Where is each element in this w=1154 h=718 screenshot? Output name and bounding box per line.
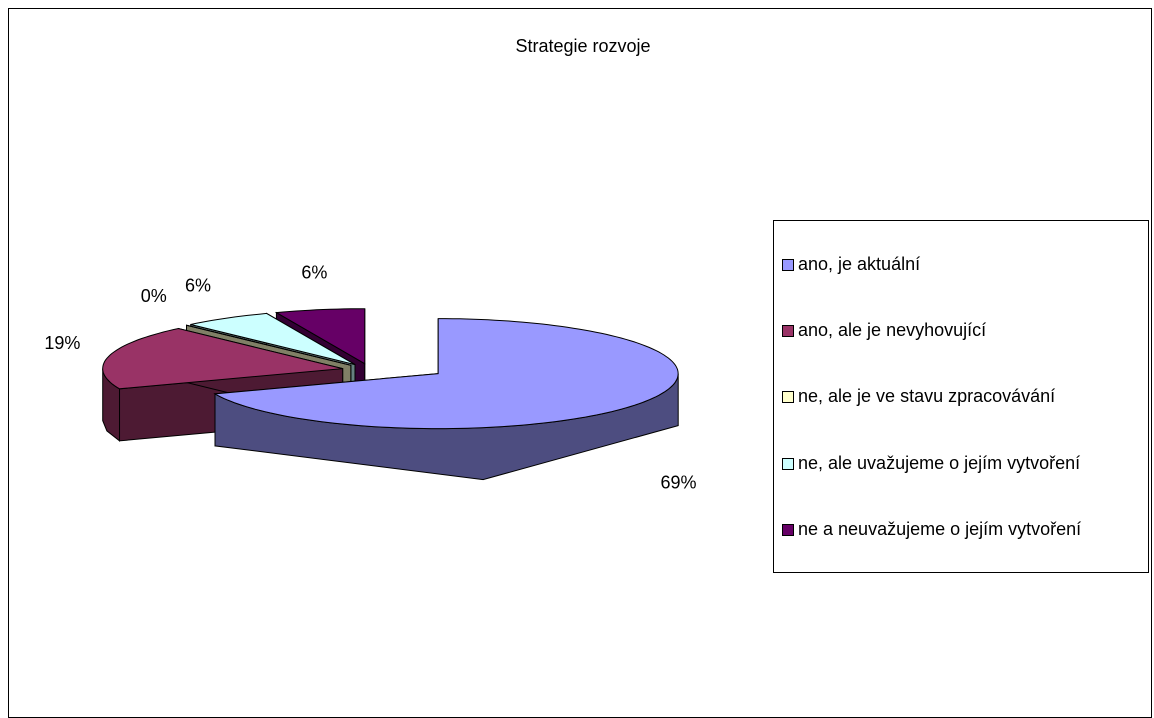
- legend-item: ne, ale uvažujeme o jejím vytvoření: [780, 450, 1142, 476]
- chart-title: Strategie rozvoje: [515, 36, 650, 56]
- legend: ano, je aktuální ano, ale je nevyhovující…: [773, 220, 1149, 573]
- legend-item: ne, ale je ve stavu zpracovávání: [780, 383, 1142, 409]
- slice-top: [102, 327, 343, 390]
- data-label: 69%: [660, 472, 696, 492]
- legend-swatch: [782, 325, 794, 338]
- legend-swatch: [782, 457, 794, 470]
- legend-item: ne a neuvažujeme o jejím vytvoření: [780, 516, 1142, 542]
- legend-item: ano, ale je nevyhovující: [780, 317, 1142, 343]
- slice-top: [213, 318, 679, 430]
- legend-item: ano, je aktuální: [780, 251, 1142, 277]
- legend-label: ano, je aktuální: [798, 254, 921, 275]
- legend-label: ano, ale je nevyhovující: [798, 320, 987, 341]
- legend-label: ne, ale je ve stavu zpracovávání: [798, 386, 1056, 407]
- legend-label: ne a neuvažujeme o jejím vytvoření: [798, 518, 1082, 539]
- data-label: 19%: [44, 333, 80, 353]
- data-label: 6%: [185, 275, 211, 295]
- legend-swatch: [782, 391, 794, 404]
- data-label: 6%: [301, 263, 327, 283]
- legend-swatch: [782, 259, 794, 272]
- legend-swatch: [782, 523, 794, 536]
- slice-top: [186, 324, 351, 366]
- pie-slice: [213, 318, 679, 481]
- slice-top: [190, 312, 356, 366]
- slice-top: [274, 308, 366, 365]
- legend-label: ne, ale uvažujeme o jejím vytvoření: [798, 452, 1081, 473]
- data-label: 0%: [141, 286, 167, 306]
